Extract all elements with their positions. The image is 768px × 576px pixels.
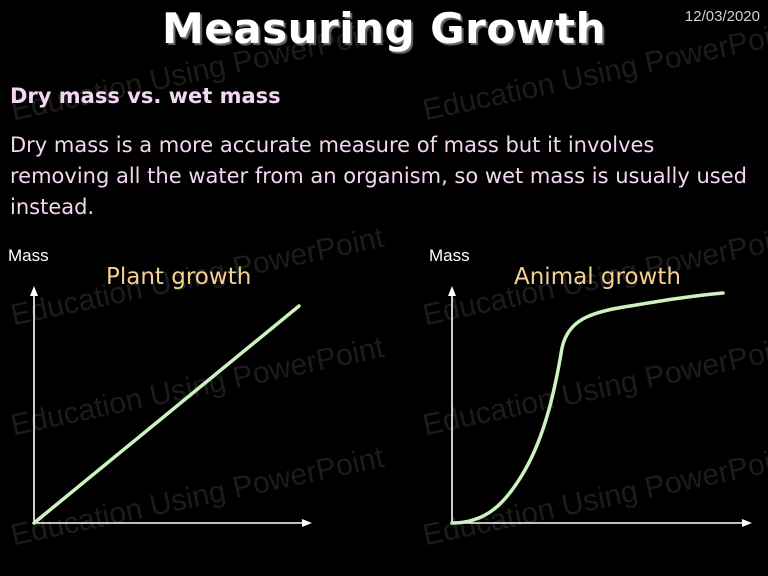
- slide-date: 12/03/2020: [684, 8, 760, 25]
- plant-growth-graph: [30, 286, 312, 527]
- animal-x-axis-arrow: [742, 519, 752, 527]
- plant-y-axis-arrow: [30, 286, 38, 296]
- plant-growth-curve: [32, 304, 301, 525]
- subheading: Dry mass vs. wet mass: [10, 84, 281, 108]
- plant-graph-title: Plant growth: [106, 264, 252, 290]
- animal-y-axis-arrow: [448, 286, 456, 296]
- plant-y-axis-label: Mass: [8, 246, 49, 265]
- slide-title: Measuring Growth: [161, 4, 607, 53]
- animal-graph-title: Animal growth: [514, 264, 681, 290]
- body-text: Dry mass is a more accurate measure of m…: [10, 133, 747, 219]
- plant-x-axis-arrow: [302, 519, 312, 527]
- animal-growth-curve: [450, 291, 725, 525]
- animal-y-axis-label: Mass: [429, 246, 470, 265]
- animal-growth-graph: [448, 286, 752, 527]
